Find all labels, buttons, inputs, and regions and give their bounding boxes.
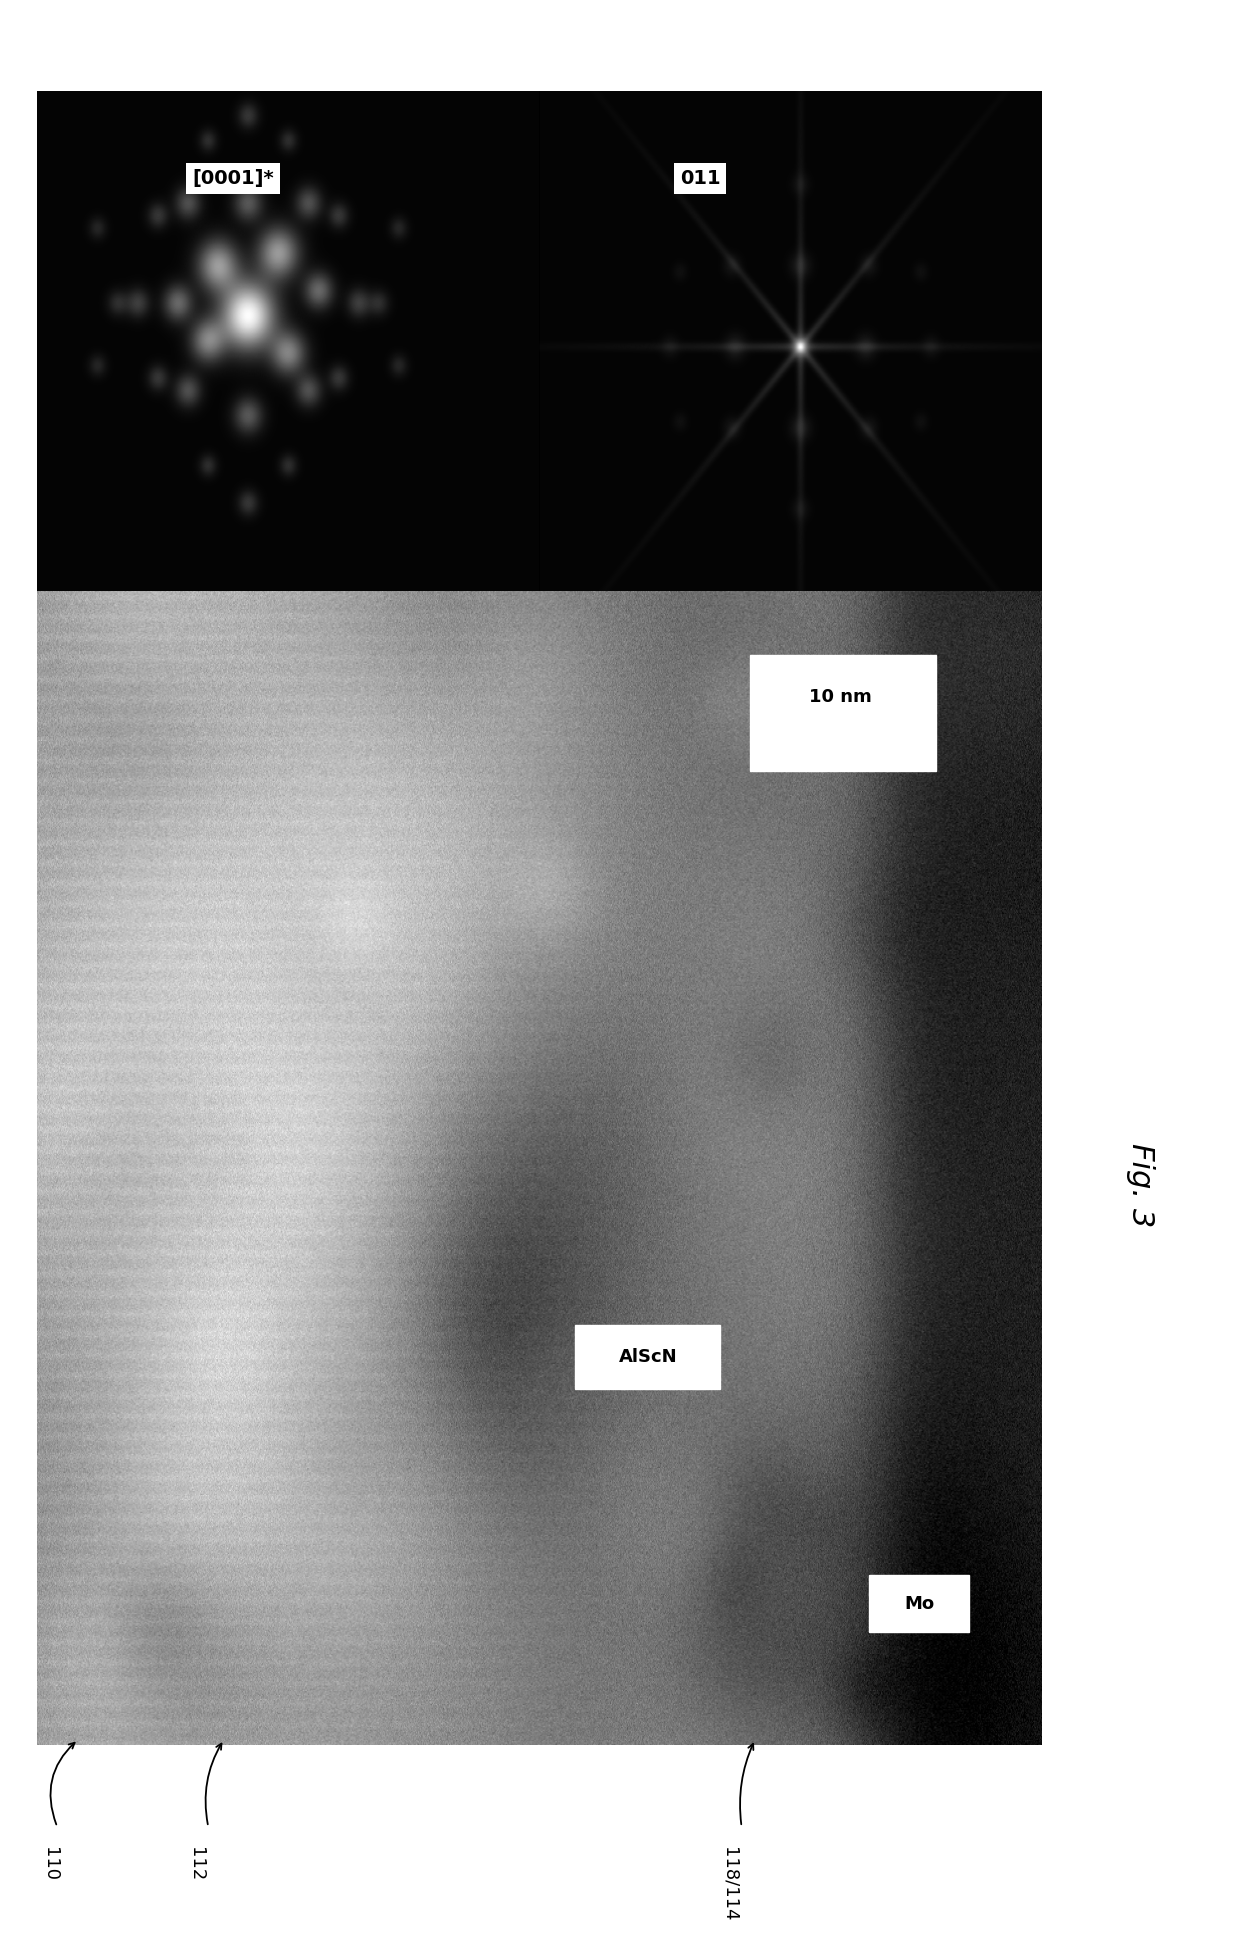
- Text: 118/114: 118/114: [720, 1848, 738, 1922]
- Text: Mo: Mo: [904, 1596, 934, 1613]
- Bar: [574, 1324, 720, 1388]
- Text: 110: 110: [41, 1848, 60, 1881]
- Text: AlScN: AlScN: [619, 1348, 677, 1365]
- Text: 10 nm: 10 nm: [810, 688, 872, 706]
- Text: [0001]*: [0001]*: [192, 169, 274, 188]
- Bar: [869, 1574, 970, 1633]
- Text: Fig. 3: Fig. 3: [1126, 1144, 1156, 1227]
- Text: 112: 112: [187, 1848, 205, 1881]
- Bar: [750, 655, 936, 772]
- Text: 011: 011: [680, 169, 720, 188]
